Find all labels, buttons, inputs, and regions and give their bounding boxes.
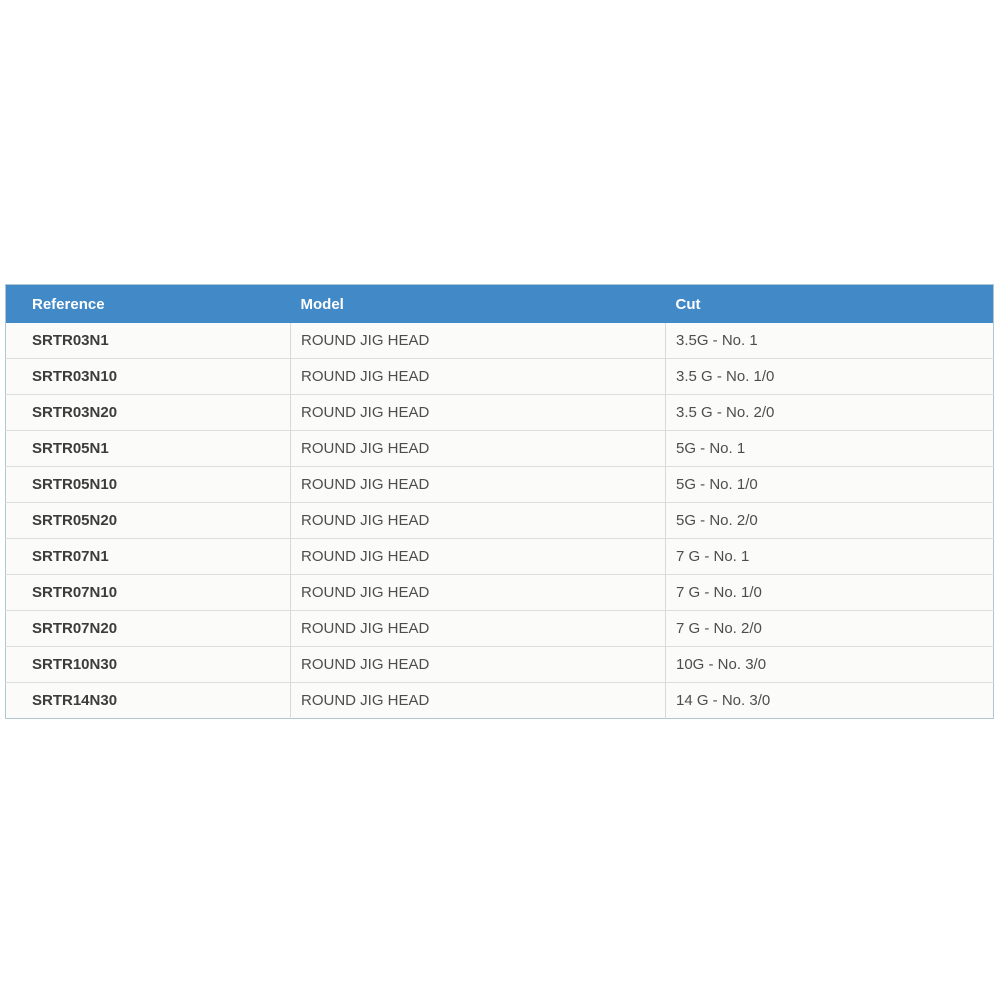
cut-cell: 3.5 G - No. 1/0 [665, 358, 994, 395]
table-row: SRTR03N1 ROUND JIG HEAD 3.5G - No. 1 [6, 323, 994, 359]
table-row: SRTR03N10 ROUND JIG HEAD 3.5 G - No. 1/0 [5, 358, 994, 395]
reference-cell: SRTR05N1 [5, 430, 291, 467]
cut-cell: 7 G - No. 2/0 [665, 610, 994, 647]
column-header-reference: Reference [5, 284, 291, 323]
cut-cell: 7 G - No. 1/0 [665, 574, 994, 611]
table-row: SRTR05N1 ROUND JIG HEAD 5G - No. 1 [5, 430, 994, 467]
model-cell: ROUND JIG HEAD [290, 646, 666, 683]
table-body: SRTR03N1 ROUND JIG HEAD 3.5G - No. 1 SRTR03… [5, 323, 994, 719]
reference-cell: SRTR05N10 [5, 466, 291, 503]
table-row: SRTR05N10 ROUND JIG HEAD 5G - No. 1/0 [5, 466, 994, 503]
model-cell: ROUND JIG HEAD [290, 358, 666, 395]
table-row: SRTR07N20 ROUND JIG HEAD 7 G - No. 2/0 [5, 610, 994, 647]
cut-cell: 7 G - No. 1 [665, 538, 994, 575]
model-cell: ROUND JIG HEAD [290, 538, 666, 575]
reference-cell: SRTR03N1 [32, 332, 109, 349]
model-cell: ROUND JIG HEAD [290, 574, 666, 611]
table-row: SRTR03N20 ROUND JIG HEAD 3.5 G - No. 2/0 [5, 394, 994, 431]
model-cell: ROUND JIG HEAD [290, 466, 666, 503]
reference-cell: SRTR05N20 [5, 502, 291, 539]
cut-cell: 5G - No. 2/0 [665, 502, 994, 539]
reference-cell: SRTR07N1 [5, 538, 291, 575]
column-header-cut: Cut [665, 284, 994, 323]
reference-cell: SRTR10N30 [5, 646, 291, 683]
cut-cell: 3.5G - No. 1 [665, 323, 994, 359]
reference-cell: SRTR03N10 [5, 358, 291, 395]
header-row: Reference Model Cut [5, 284, 994, 323]
cut-cell: 5G - No. 1 [665, 430, 994, 467]
model-cell: ROUND JIG HEAD [290, 610, 666, 647]
model-cell: ROUND JIG HEAD [290, 323, 666, 359]
reference-cell: SRTR14N30 [5, 682, 291, 719]
reference-cell: SRTR07N10 [5, 574, 291, 611]
reference-cell: SRTR07N20 [5, 610, 291, 647]
table-row: SRTR07N10 ROUND JIG HEAD 7 G - No. 1/0 [5, 574, 994, 611]
model-cell: ROUND JIG HEAD [290, 430, 666, 467]
cut-cell: 3.5 G - No. 2/0 [665, 394, 994, 431]
reference-cell: SRTR03N20 [5, 394, 291, 431]
product-spec-table: Reference Model Cut SRTR03N1 ROUND JIG HE… [5, 284, 994, 719]
model-cell: ROUND JIG HEAD [290, 682, 666, 719]
table-row: SRTR07N1 ROUND JIG HEAD 7 G - No. 1 [5, 538, 994, 575]
table-header: Reference Model Cut [5, 284, 994, 323]
table-row: SRTR14N30 ROUND JIG HEAD 14 G - No. 3/0 [5, 682, 994, 719]
cut-cell: 14 G - No. 3/0 [665, 682, 994, 719]
table-row: SRTR10N30 ROUND JIG HEAD 10G - No. 3/0 [5, 646, 994, 683]
cut-cell: 5G - No. 1/0 [665, 466, 994, 503]
model-cell: ROUND JIG HEAD [290, 394, 666, 431]
column-header-model: Model [290, 284, 666, 323]
table-row: SRTR05N20 ROUND JIG HEAD 5G - No. 2/0 [5, 502, 994, 539]
cut-cell: 10G - No. 3/0 [665, 646, 994, 683]
model-cell: ROUND JIG HEAD [290, 502, 666, 539]
